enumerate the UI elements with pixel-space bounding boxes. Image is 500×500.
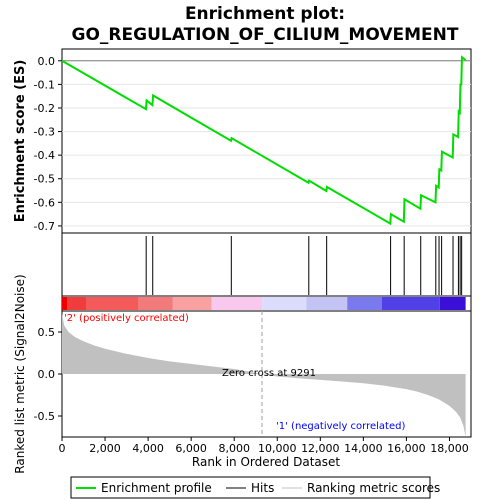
es-y-ticks: 0.0 -0.1 -0.2 -0.3 -0.4 -0.5 -0.6 -0.7 [34,55,62,233]
color-bar-segment [86,297,139,310]
es-y-tick-label: 0.0 [38,55,56,68]
legend-ranking-label: Ranking metric scores [307,481,440,495]
hits-panel-frame [61,232,472,297]
ranked-y-tick-label: 0.0 [38,368,56,381]
x-tick-label: 2,000 [89,442,121,455]
x-tick-label: 6,000 [175,442,207,455]
x-tick-label: 4,000 [132,442,164,455]
chart-title-line1: Enrichment plot: [185,4,345,24]
color-bar-segment [211,297,263,310]
es-gridlines [62,60,471,227]
legend-enrichment-label: Enrichment profile [101,481,212,495]
es-y-tick-label: -0.3 [34,126,55,139]
ranked-y-axis-title: Ranked list metric (Signal2Noise) [13,274,27,473]
x-axis-ticks: 0 2,000 4,000 6,000 8,000 10,000 12,000 14,000 1… [59,437,469,455]
x-tick-label: 14,000 [344,442,383,455]
x-tick-label: 10,000 [258,442,297,455]
es-y-tick-label: -0.1 [34,78,55,91]
negatively-correlated-label: '1' (negatively correlated) [276,421,405,432]
es-y-tick-label: -0.5 [34,173,55,186]
color-bar-segment [138,297,173,310]
ranking-metric-area [62,313,466,437]
color-bar-segment [439,297,466,310]
color-bar-segment [62,297,68,310]
ranked-y-tick-label: -0.5 [34,410,55,423]
es-panel-frame [61,48,472,234]
legend: Enrichment profile Hits Ranking metric s… [70,476,440,499]
x-tick-label: 18,000 [430,442,469,455]
hit-marks [145,236,463,295]
color-bar-segment [262,297,307,310]
es-y-tick-label: -0.7 [34,220,55,233]
es-y-tick-label: -0.2 [34,102,55,115]
es-y-tick-label: -0.4 [34,149,55,162]
es-y-tick-label: -0.6 [34,196,55,209]
enrichment-profile-line [61,55,467,226]
color-bar-segment [172,297,212,310]
positively-correlated-label: '2' (positively correlated) [64,313,189,324]
chart-title-line2: GO_REGULATION_OF_CILIUM_MOVEMENT [72,25,459,45]
color-bar-segment [381,297,440,310]
ranked-y-tick-label: 0.5 [38,326,56,339]
x-tick-label: 8,000 [218,442,250,455]
x-tick-label: 16,000 [387,442,426,455]
legend-hits-label: Hits [251,481,274,495]
x-tick-label: 0 [59,442,66,455]
rank-color-bar [62,297,466,310]
color-bar-segment [306,297,348,310]
x-axis-title: Rank in Ordered Dataset [192,455,340,469]
color-bar-segment [67,297,87,310]
es-y-axis-title: Enrichment score (ES) [13,60,28,223]
x-tick-label: 12,000 [301,442,340,455]
zero-cross-label: Zero cross at 9291 [222,368,316,379]
color-bar-segment [347,297,382,310]
ranked-y-ticks: 0.5 0.0 -0.5 [34,326,62,423]
legend-box [70,476,431,499]
